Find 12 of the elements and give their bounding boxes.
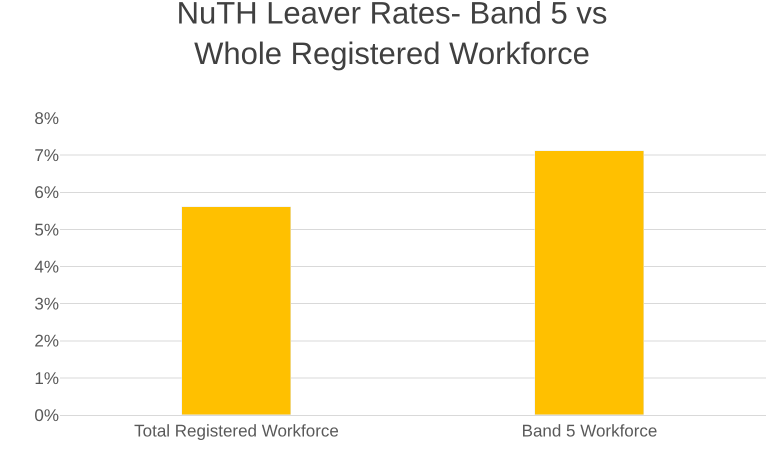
y-tick-label: 8% xyxy=(34,108,59,128)
chart-title: NuTH Leaver Rates- Band 5 vs Whole Registered Workforce xyxy=(176,0,608,71)
y-tick-label: 4% xyxy=(34,257,59,276)
x-tick-label: Total Registered Workforce xyxy=(134,421,339,440)
y-tick-label: 6% xyxy=(34,183,59,202)
y-tick-label: 0% xyxy=(34,406,59,425)
y-tick-label: 7% xyxy=(34,146,59,166)
y-tick-label: 2% xyxy=(34,332,59,351)
x-tick-label: Band 5 Workforce xyxy=(522,421,658,440)
y-tick-label: 1% xyxy=(34,368,59,388)
y-tick-label: 3% xyxy=(34,294,59,314)
y-tick-label: 5% xyxy=(34,220,59,240)
